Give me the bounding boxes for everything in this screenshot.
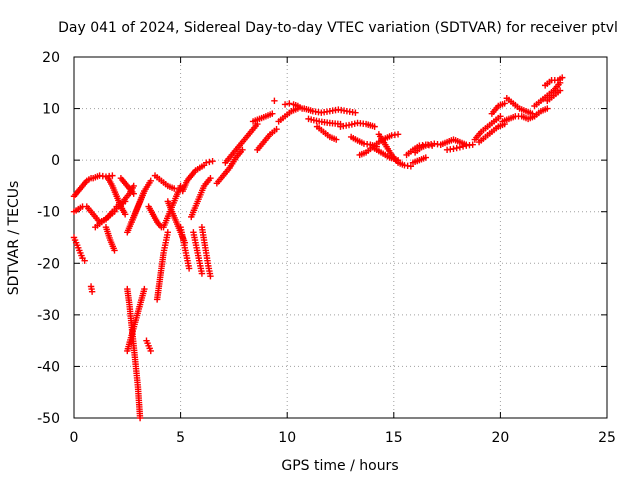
x-tick-label: 25 <box>598 430 616 446</box>
series-arc-48 <box>471 113 504 143</box>
series-arc-56 <box>544 87 564 105</box>
x-tick-label: 5 <box>176 430 185 446</box>
x-tick-labels: 0 5 10 15 20 25 <box>70 430 616 446</box>
series-arc-25 <box>190 229 206 277</box>
series-arc-5 <box>89 172 116 182</box>
series-arc-9 <box>102 223 118 254</box>
series-arc-28 <box>213 146 246 187</box>
series-arc-38 <box>337 119 378 130</box>
series-arc-35 <box>301 105 359 116</box>
series-arc-22 <box>177 223 193 272</box>
series-arc-19 <box>153 229 172 303</box>
x-tick-label: 10 <box>278 430 296 446</box>
series-arc-53 <box>531 105 551 120</box>
y-tick-label: -40 <box>37 359 60 375</box>
series-arc-2 <box>70 203 86 215</box>
series-arc-12 <box>124 285 144 422</box>
x-tick-label: 0 <box>70 430 79 446</box>
series-arc-42 <box>369 144 402 164</box>
series-arc-11 <box>113 182 137 210</box>
series-arc-13 <box>124 285 148 355</box>
series-arc-49 <box>488 100 508 117</box>
series-arc-51 <box>503 95 536 117</box>
axis-ticks <box>73 56 608 419</box>
y-tick-label: 10 <box>42 102 60 118</box>
x-tick-label: 15 <box>385 430 403 446</box>
series-arc-27 <box>202 157 216 166</box>
data-marks <box>70 74 566 422</box>
series-arc-44 <box>411 140 444 156</box>
series-arc-23 <box>179 162 208 195</box>
y-tick-label: -50 <box>37 411 60 427</box>
series-arc-15 <box>128 177 154 226</box>
series-arc-21 <box>164 198 189 246</box>
series-arc-8 <box>104 174 129 218</box>
series-arc-50 <box>475 120 508 146</box>
y-tick-label: 20 <box>42 50 60 66</box>
series-arc-45 <box>409 154 429 166</box>
series-arc-36 <box>313 123 340 143</box>
series-arc-47 <box>443 141 476 154</box>
y-axis-label: SDTVAR / TECUs <box>6 181 22 296</box>
series-arc-32 <box>271 97 278 105</box>
y-tick-labels: -50 -40 -30 -20 -10 0 10 20 <box>37 50 60 427</box>
series-arc-55 <box>541 74 566 89</box>
x-tick-label: 20 <box>491 430 509 446</box>
y-tick-label: 0 <box>51 153 60 169</box>
series-arc-18 <box>151 172 178 192</box>
series-arc-16 <box>143 337 154 355</box>
series-arc-31 <box>254 126 280 154</box>
series-arc-7 <box>92 208 118 231</box>
series-arc-46 <box>437 136 470 148</box>
y-tick-label: -30 <box>37 308 60 324</box>
x-axis-label: GPS time / hours <box>281 458 398 474</box>
series-arc-24 <box>188 174 214 221</box>
series-arc-30 <box>249 110 276 125</box>
series-arc-37 <box>305 115 344 128</box>
series-arc-17 <box>145 203 165 231</box>
chart-title: Day 041 of 2024, Sidereal Day-to-day VTE… <box>58 20 618 36</box>
series-arc-54 <box>531 79 564 110</box>
series-arc-34 <box>275 105 302 125</box>
series-arc-52 <box>499 113 538 125</box>
series-arc-29 <box>222 120 261 166</box>
y-tick-label: -10 <box>37 205 60 221</box>
series-arc-4 <box>87 283 96 295</box>
series-arc-26 <box>198 223 214 280</box>
series-arc-3 <box>70 234 88 264</box>
y-tick-label: -20 <box>37 256 60 272</box>
